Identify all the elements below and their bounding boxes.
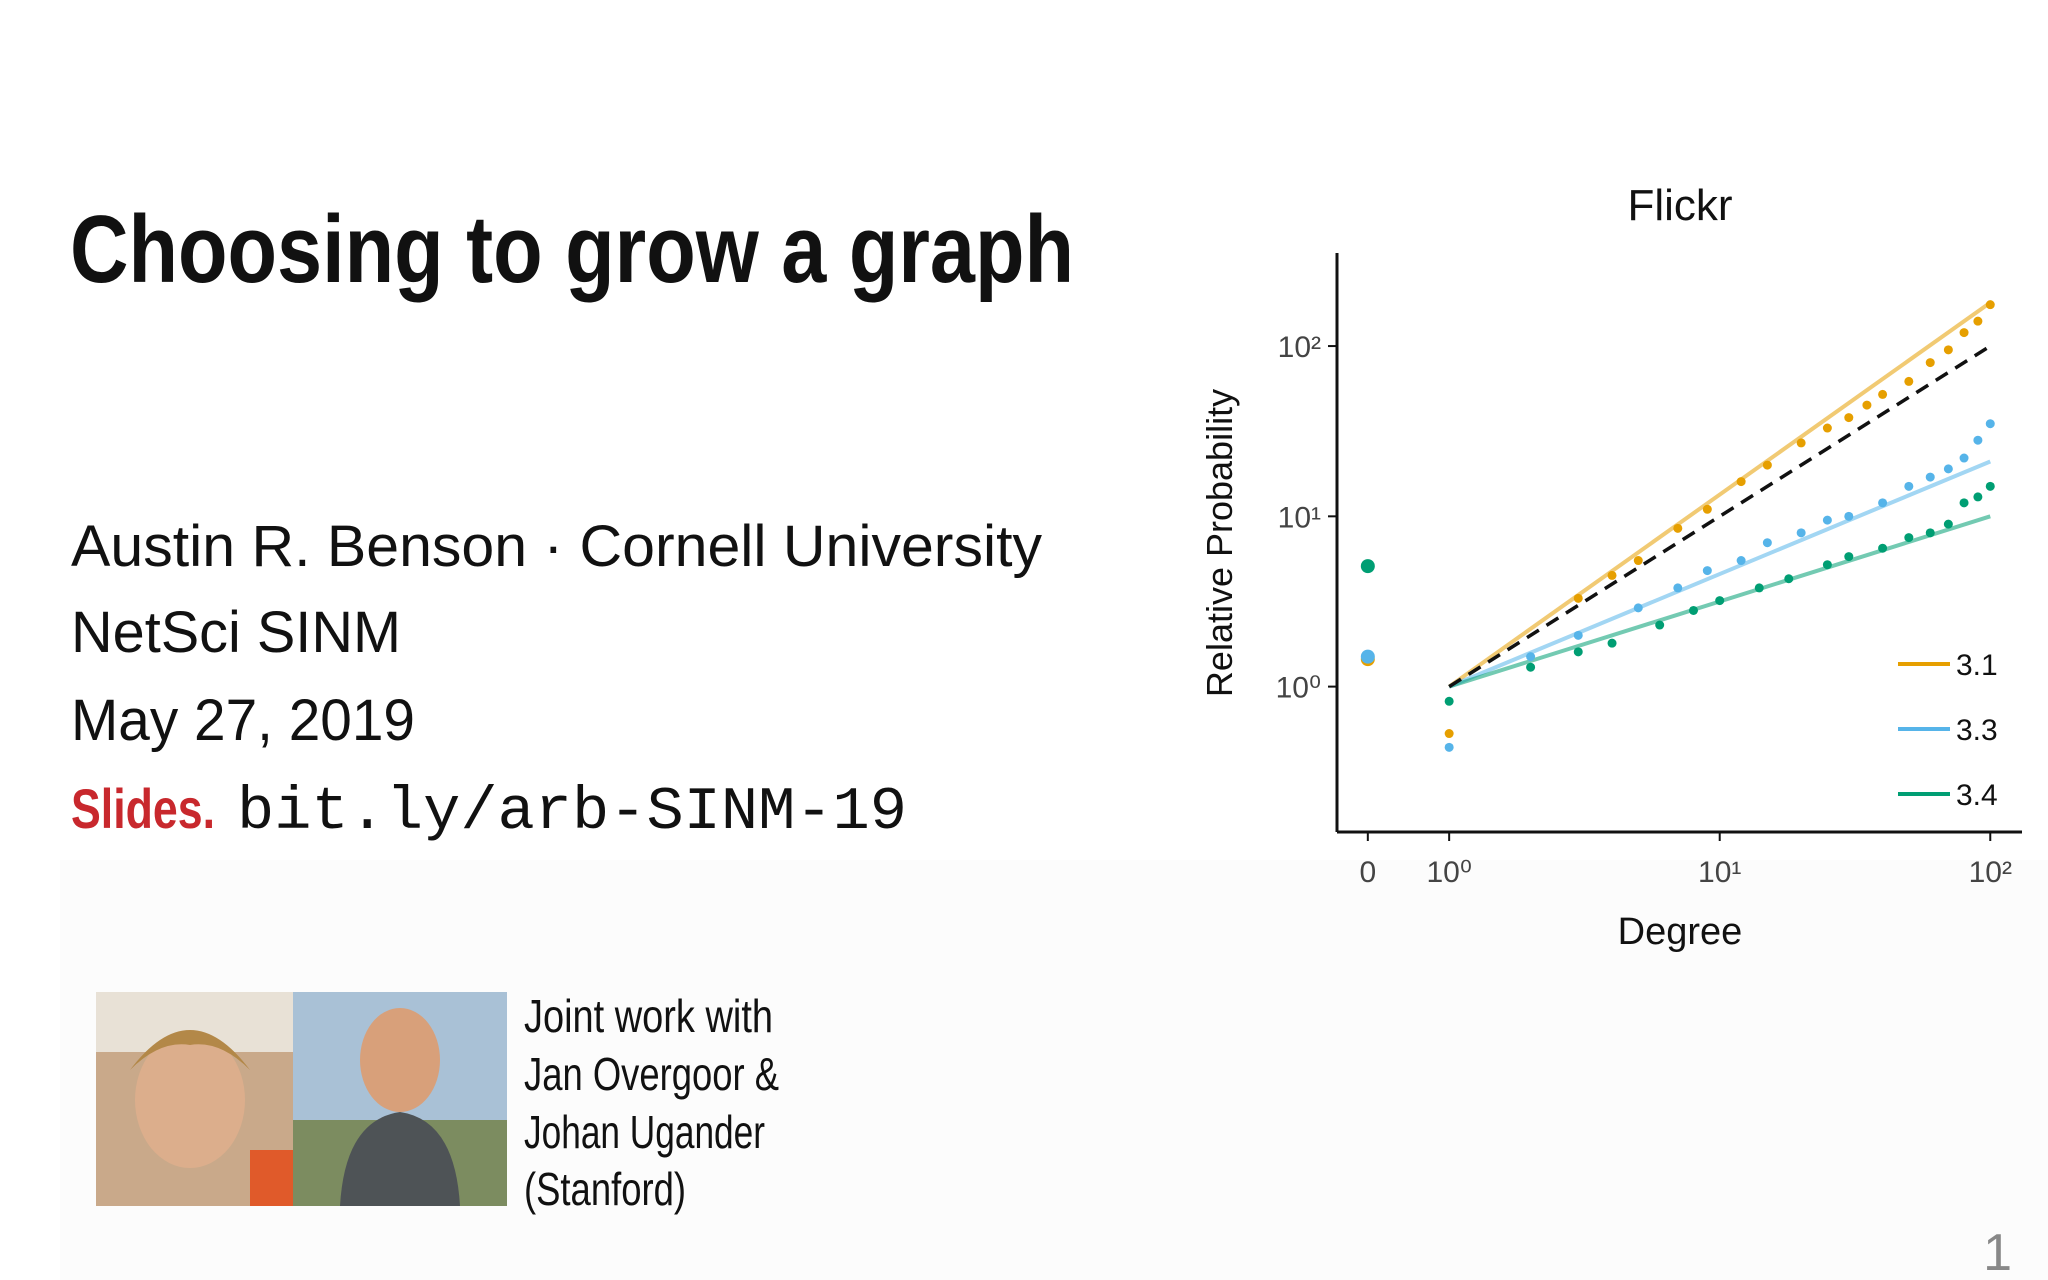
- x-axis-label: Degree: [1618, 911, 1743, 953]
- point: [1878, 389, 1888, 399]
- slides-label: Slides.: [71, 777, 215, 840]
- point: [1573, 647, 1583, 657]
- point: [1925, 358, 1935, 368]
- chart-title: Flickr: [1627, 181, 1732, 230]
- point: [1526, 662, 1536, 672]
- author-line: Austin R. Benson · Cornell University: [71, 514, 1042, 579]
- y-tick-label: 10¹: [1278, 501, 1321, 534]
- point: [1822, 560, 1832, 570]
- point: [1702, 504, 1712, 514]
- point: [1904, 481, 1914, 491]
- point: [1943, 519, 1953, 529]
- point: [1573, 630, 1583, 640]
- face: [360, 1008, 440, 1112]
- point: [1526, 652, 1536, 662]
- credit-line: Joint work with: [524, 990, 773, 1042]
- point: [1754, 583, 1764, 593]
- point: [1633, 556, 1643, 566]
- point: [1959, 453, 1969, 463]
- point: [1943, 464, 1953, 474]
- legend-label: 3.1: [1956, 649, 1998, 682]
- x-tick-label: 0: [1359, 856, 1376, 889]
- photos: [96, 992, 507, 1206]
- fit-line: [1448, 459, 1992, 689]
- pillow: [250, 1150, 293, 1206]
- point: [1796, 528, 1806, 538]
- point: [1985, 481, 1995, 491]
- legend-label: 3.4: [1956, 779, 1998, 812]
- chart: Flickr Relative Probability Degree 10⁰ 10…: [1199, 181, 2022, 953]
- point: [1673, 523, 1683, 533]
- credit-line: Jan Overgoor &: [524, 1048, 779, 1100]
- point: [1762, 538, 1772, 548]
- point: [1878, 498, 1888, 508]
- point: [1762, 460, 1772, 470]
- point: [1985, 419, 1995, 429]
- venue-line: NetSci SINM: [71, 600, 401, 665]
- point: [1573, 593, 1583, 603]
- page-number: 1: [1983, 1224, 2012, 1280]
- point: [1444, 696, 1454, 706]
- point: [1943, 345, 1953, 355]
- point: [1973, 316, 1983, 326]
- point: [1844, 413, 1854, 423]
- point: [1925, 528, 1935, 538]
- point: [1715, 596, 1725, 606]
- reference-line: [1448, 344, 1992, 689]
- slide-title: Choosing to grow a graph: [70, 196, 1074, 303]
- point: [1655, 620, 1665, 630]
- y-axis-label: Relative Probability: [1199, 389, 1240, 697]
- point: [1959, 498, 1969, 508]
- point: [1784, 574, 1794, 584]
- point: [1702, 566, 1712, 576]
- point: [1904, 533, 1914, 543]
- fit-line: [1448, 300, 1992, 689]
- slides-url: bit.ly/arb-SINM-19: [237, 779, 907, 847]
- point: [1878, 543, 1888, 553]
- point: [1973, 435, 1983, 445]
- face: [135, 1032, 245, 1168]
- point: [1736, 556, 1746, 566]
- point: [1862, 400, 1872, 410]
- point: [1688, 605, 1698, 615]
- point: [1822, 423, 1832, 433]
- credit-line: Johan Ugander: [524, 1106, 765, 1158]
- point: [1925, 472, 1935, 482]
- shirt: [340, 1112, 460, 1206]
- credit-line: (Stanford): [524, 1163, 686, 1215]
- point: [1973, 492, 1983, 502]
- y-tick-label: 10²: [1278, 331, 1321, 364]
- point: [1822, 515, 1832, 525]
- point: [1360, 649, 1375, 664]
- legend-label: 3.3: [1956, 714, 1998, 747]
- date-line: May 27, 2019: [71, 688, 415, 753]
- point: [1844, 511, 1854, 521]
- x-tick-label: 10²: [1969, 856, 2012, 889]
- point: [1904, 376, 1914, 386]
- point: [1444, 742, 1454, 752]
- point: [1959, 328, 1969, 338]
- hair: [130, 1030, 250, 1070]
- point: [1607, 570, 1617, 580]
- point: [1844, 552, 1854, 562]
- point: [1796, 438, 1806, 448]
- point: [1673, 583, 1683, 593]
- point: [1736, 477, 1746, 487]
- point: [1607, 638, 1617, 648]
- point: [1360, 559, 1375, 574]
- x-tick-label: 10⁰: [1426, 856, 1471, 889]
- point: [1444, 729, 1454, 739]
- point: [1985, 300, 1995, 310]
- y-tick-label: 10⁰: [1276, 672, 1321, 705]
- x-tick-label: 10¹: [1698, 856, 1741, 889]
- point: [1633, 603, 1643, 613]
